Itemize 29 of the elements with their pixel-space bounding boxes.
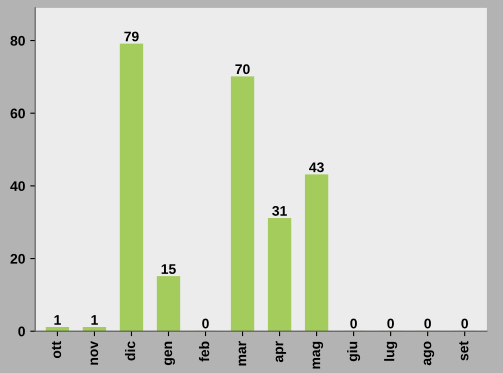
y-tick-label: 60	[10, 108, 25, 118]
y-tick-label: 0	[18, 326, 25, 336]
data-label: 15	[162, 264, 176, 274]
y-tick-label: 20	[10, 254, 25, 264]
x-tick-label: mar	[238, 341, 246, 366]
data-label: 0	[424, 318, 431, 328]
x-tick-label: dic	[125, 341, 136, 360]
data-label: 0	[461, 318, 468, 328]
x-tick-label: apr	[276, 341, 286, 362]
x-tick-label: ago	[424, 341, 434, 366]
x-tick-label: gen	[164, 342, 175, 366]
data-label: 31	[272, 206, 287, 216]
x-tick-label: lug	[384, 342, 398, 361]
data-label: 1	[91, 315, 98, 325]
x-tick-label: nov	[90, 341, 98, 365]
data-label: 1	[54, 315, 61, 325]
data-label: 70	[235, 64, 250, 74]
x-tick-label: feb	[199, 342, 210, 362]
data-label: 43	[309, 162, 324, 172]
y-tick-label: 80	[10, 36, 25, 46]
x-tick-label: mag	[312, 342, 324, 369]
data-label: 0	[350, 318, 357, 328]
data-label: 0	[387, 318, 394, 328]
y-tick-label: 40	[10, 181, 25, 192]
data-label: 79	[124, 32, 139, 42]
data-label: 0	[202, 318, 209, 328]
x-tick-label: giu	[347, 342, 360, 362]
x-tick-label: ott	[52, 341, 62, 358]
x-tick-label: set	[459, 341, 468, 361]
